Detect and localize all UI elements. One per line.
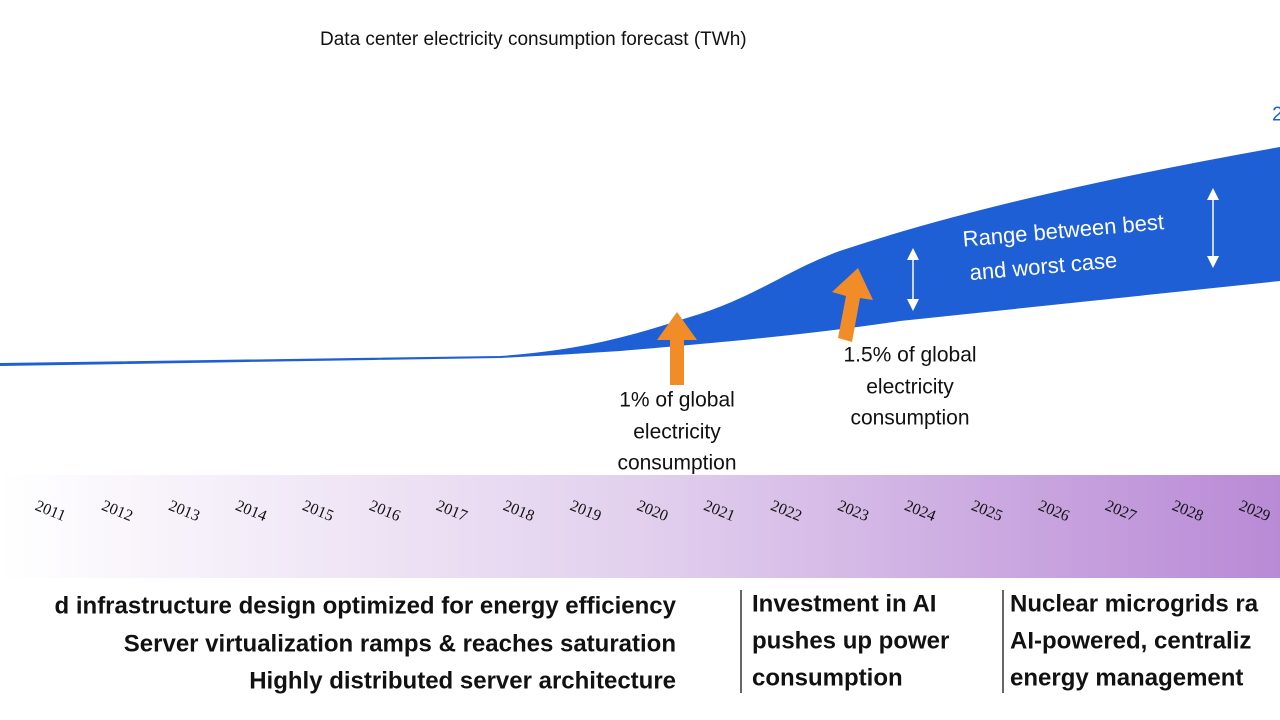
phase-text: Highly distributed server architecture bbox=[249, 667, 676, 694]
annotation: electricity bbox=[866, 376, 954, 399]
phase-text: Server virtualization ramps & reaches sa… bbox=[124, 630, 676, 657]
phase-text: Investment in AI bbox=[752, 590, 936, 617]
phase-text: consumption bbox=[752, 664, 903, 691]
timeline bbox=[0, 475, 1280, 578]
phase-text: pushes up power bbox=[752, 627, 949, 654]
corner-label: 2 bbox=[1272, 103, 1280, 125]
annotation: electricity bbox=[633, 421, 721, 444]
chart-title: Data center electricity consumption fore… bbox=[320, 29, 747, 50]
phase-text: AI-powered, centraliz bbox=[1010, 627, 1251, 654]
annotation: consumption bbox=[617, 452, 736, 475]
orange-arrow bbox=[657, 312, 697, 385]
phase-text: Nuclear microgrids ra bbox=[1010, 590, 1259, 617]
phase-text: energy management bbox=[1010, 664, 1243, 691]
orange-arrow bbox=[832, 268, 873, 342]
phase-text: d infrastructure design optimized for en… bbox=[55, 592, 677, 619]
annotation: 1.5% of global bbox=[843, 344, 976, 367]
forecast-band bbox=[0, 146, 1280, 367]
annotation: consumption bbox=[850, 407, 969, 430]
annotation: 1% of global bbox=[619, 389, 735, 412]
